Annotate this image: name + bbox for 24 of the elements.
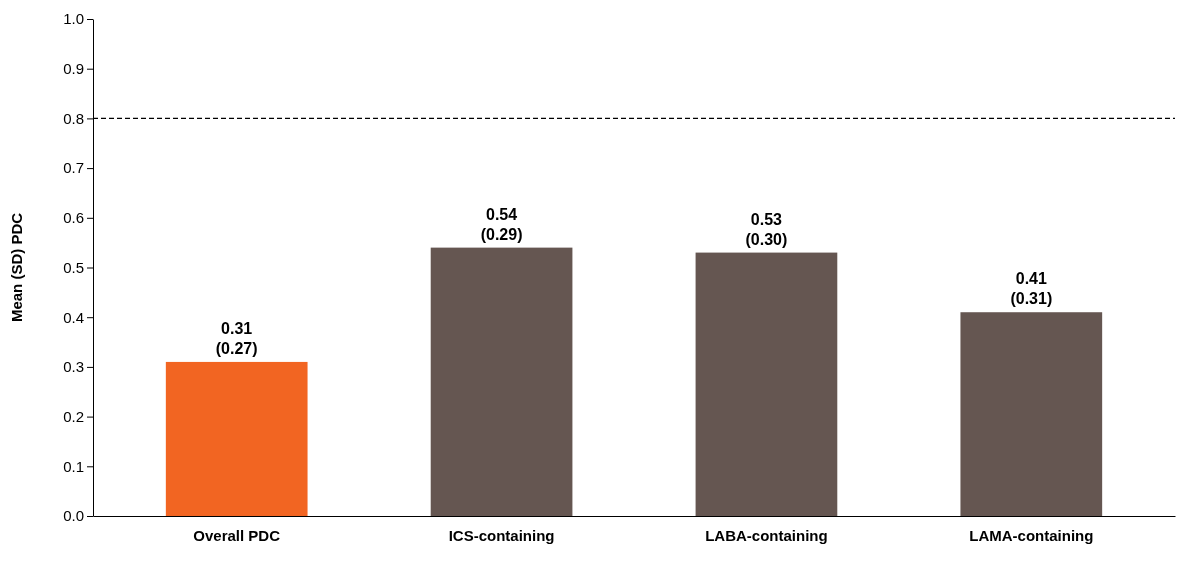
bar	[430, 247, 573, 516]
bar	[960, 312, 1103, 516]
data-label: 0.54 (0.29)	[480, 205, 523, 243]
y-tick-label: 0.6	[63, 209, 84, 227]
data-label: 0.53 (0.30)	[745, 210, 788, 248]
x-tick-label: LAMA-containing	[969, 526, 1094, 544]
x-tick-label: ICS-containing	[448, 526, 555, 544]
y-tick-label: 0.4	[63, 308, 84, 326]
bar	[695, 252, 838, 516]
x-tick-label: LABA-containing	[705, 526, 828, 544]
y-tick-label: 0.3	[63, 358, 84, 376]
y-axis-title: Mean (SD) PDC	[8, 212, 25, 323]
y-tick-label: 1.0	[63, 10, 84, 28]
y-tick-label: 0.5	[63, 258, 84, 276]
data-label: 0.41 (0.31)	[1010, 270, 1053, 308]
y-tick-label: 0.9	[63, 60, 84, 77]
y-tick-label: 0.8	[63, 109, 84, 127]
y-tick-label: 0.2	[63, 407, 84, 425]
y-tick-label: 0.0	[63, 507, 84, 525]
y-tick-label: 0.7	[63, 159, 84, 177]
y-tick-label: 0.1	[63, 457, 84, 475]
bar	[165, 361, 308, 516]
x-tick-label: Overall PDC	[193, 526, 281, 544]
data-label: 0.31 (0.27)	[215, 319, 258, 357]
